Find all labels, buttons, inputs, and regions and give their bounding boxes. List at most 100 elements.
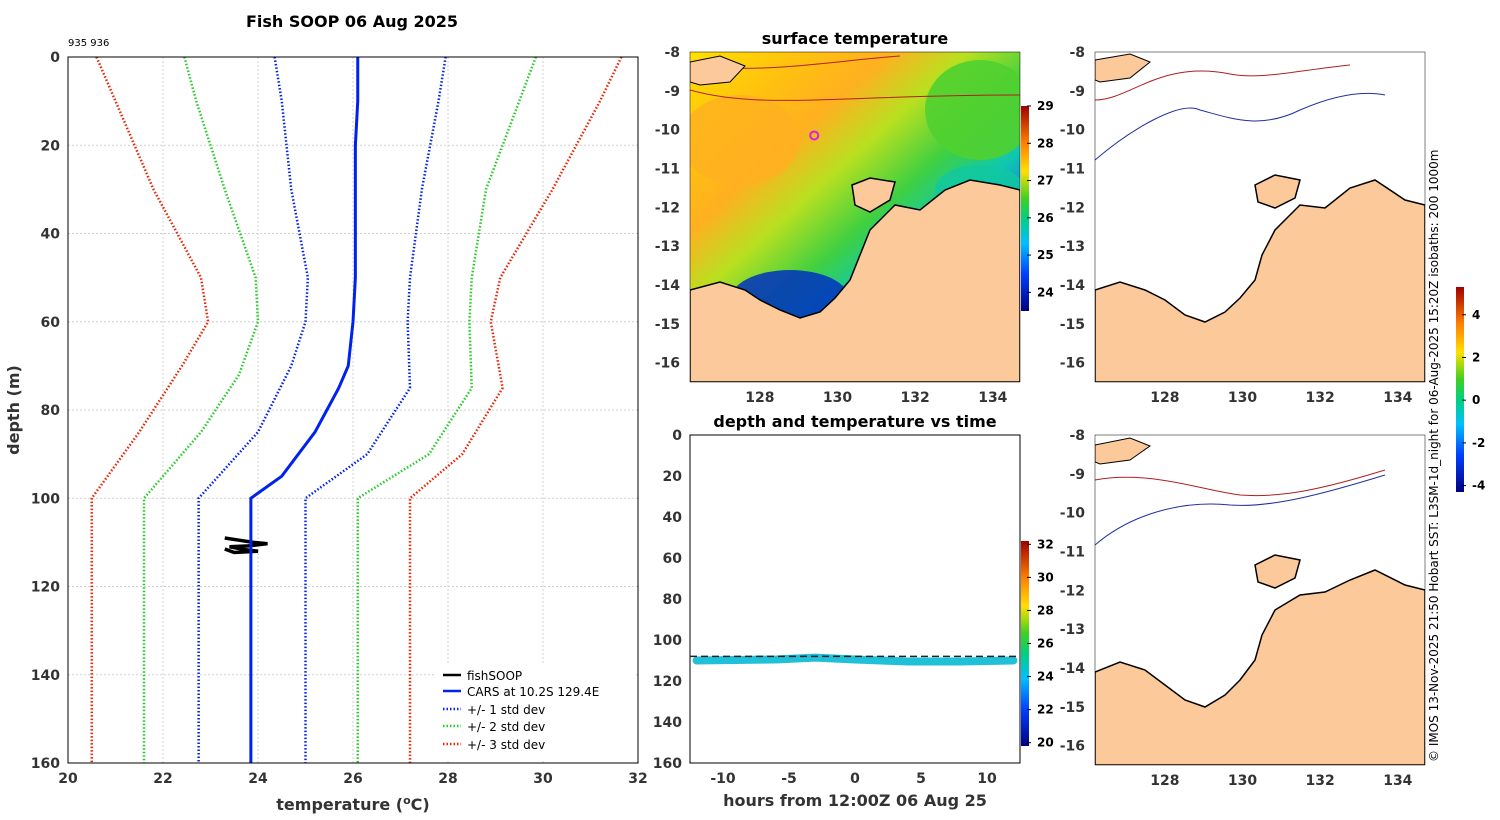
credit-text: © IMOS 13-Nov-2025 21:50 Hobart SST: L3S… (1427, 150, 1441, 762)
sst-land-island (851, 177, 896, 213)
profile-xtick: 24 (248, 771, 268, 787)
map-xtick: 134 (1383, 773, 1412, 789)
map-ytick: -11 (1060, 161, 1085, 177)
profile-ylabel: depth (m) (4, 365, 23, 455)
anomaly-bottom-land-mainland (1095, 569, 1425, 765)
anomaly-top-frame (1094, 51, 1426, 383)
map-ytick: -15 (1060, 700, 1085, 716)
colorbar-tick-label: 29 (1037, 99, 1054, 113)
anomaly-top-land-north (1095, 53, 1151, 83)
map-xtick: 130 (1228, 390, 1257, 406)
colorbar-tick-label: 22 (1037, 703, 1054, 717)
colorbar-tick-label: 26 (1037, 637, 1054, 651)
sst-map-frame (689, 51, 1021, 383)
profile-subtitle: 935 936 (68, 38, 109, 49)
map-xtick: 134 (978, 390, 1007, 406)
map-ytick: -10 (1060, 506, 1086, 522)
sst-map-panel: surface temperature 128 130 132 134 -8 -9 -10 -… (655, 29, 1054, 406)
time-title: depth and temperature vs time (713, 412, 996, 431)
profile-series-4 (90, 56, 210, 763)
profile-xtick: 30 (533, 771, 553, 787)
colorbar-tick-label: 27 (1037, 174, 1054, 188)
colorbar-tick-label: 2 (1472, 350, 1480, 364)
sst-land-north (690, 55, 746, 86)
profile-series-0 (224, 536, 268, 555)
anomaly-bottom-land-north (1095, 437, 1152, 465)
profile-ytick: 100 (31, 491, 60, 507)
profile-panel: Fish SOOP 06 Aug 2025 935 936 20 22 24 26 28… (4, 12, 648, 814)
profile-xtick: 26 (343, 771, 362, 787)
profile-axes-box (67, 56, 639, 764)
anomaly-bottom-isobath-1000 (1095, 474, 1386, 546)
anomaly-bottom-land-island (1254, 554, 1301, 589)
anomaly-bottom-isobath-200 (1095, 469, 1386, 497)
sst-green-patch (925, 60, 1020, 160)
time-ytick: 0 (672, 428, 682, 444)
anomaly-top-ticks: 128 130 132 134 -8 -9 -10 -11 -12 -13 -14 -15 -16 (1060, 45, 1413, 406)
map-ytick: -12 (1060, 200, 1085, 216)
colorbar-tick-label: 24 (1037, 285, 1054, 299)
time-depth-band (692, 653, 1018, 666)
time-axes-box (689, 434, 1021, 764)
colorbar-tick-label: 28 (1037, 136, 1054, 150)
map-xtick: 130 (823, 390, 852, 406)
profile-xtick: 28 (438, 771, 457, 787)
profile-title: Fish SOOP 06 Aug 2025 (246, 12, 458, 31)
map-ytick: -8 (664, 45, 680, 61)
time-ytick: 80 (663, 592, 683, 608)
profile-series-3 (142, 56, 260, 763)
map-xtick: 128 (1150, 390, 1179, 406)
time-panel: depth and temperature vs time -10 -5 0 5 100… (653, 412, 1054, 810)
map-xtick: 128 (1150, 773, 1179, 789)
colorbar-tick-label: 20 (1037, 736, 1054, 750)
colorbar-tick-label: 25 (1037, 248, 1054, 262)
profile-legend: fishSOOP CARS at 10.2S 129.4E +/- 1 std … (436, 664, 636, 760)
map-ytick: -16 (1060, 739, 1085, 755)
map-ytick: -10 (655, 123, 681, 139)
legend-cars: CARS at 10.2S 129.4E (467, 685, 599, 699)
map-ytick: -11 (1060, 544, 1085, 560)
time-xtick: 0 (850, 771, 860, 787)
map-ytick: -12 (1060, 583, 1085, 599)
legend-std1: +/- 1 std dev (467, 703, 545, 717)
profile-ytick: 120 (31, 580, 60, 596)
time-ytick: 140 (653, 715, 682, 731)
profile-ytick: 20 (41, 138, 61, 154)
time-xtick: -10 (710, 771, 736, 787)
profile-series (90, 56, 623, 763)
colorbar-tick-label: 28 (1037, 603, 1054, 617)
profile-ytick: 140 (31, 668, 60, 684)
colorbar-tick-label: 4 (1472, 308, 1480, 322)
anomaly-top-isobath-200 (1095, 64, 1351, 101)
anomaly-colorbar-ticks: -4 -2 0 2 4 (1462, 308, 1485, 493)
map-xtick: 128 (745, 390, 774, 406)
colorbar-tick-label: 26 (1037, 211, 1054, 225)
profile-ytick: 0 (50, 50, 60, 66)
map-ytick: -14 (1060, 661, 1086, 677)
map-ytick: -14 (1060, 278, 1086, 294)
profile-ytick: 40 (41, 227, 61, 243)
map-ytick: -11 (655, 161, 680, 177)
anomaly-colorbar (1456, 287, 1464, 492)
time-colorbar-ticks: 20 22 24 26 28 30 32 (1027, 537, 1054, 750)
legend-fishsoop: fishSOOP (467, 669, 522, 683)
sst-isobath-200 (690, 89, 1020, 101)
colorbar-tick-label: 32 (1037, 537, 1054, 551)
map-xtick: 132 (1306, 773, 1335, 789)
profile-xtick: 20 (58, 771, 78, 787)
colorbar-tick-label: -2 (1472, 436, 1485, 450)
profile-series-2 (197, 56, 310, 763)
map-ytick: -8 (1069, 428, 1085, 444)
legend-box (436, 664, 636, 760)
map-xtick: 132 (1306, 390, 1335, 406)
profile-xtick: 22 (153, 771, 172, 787)
time-xtick: 10 (977, 771, 997, 787)
sst-warm-patch (690, 95, 800, 185)
time-ytick: 120 (653, 674, 682, 690)
map-ytick: -8 (1069, 45, 1085, 61)
map-ytick: -16 (655, 356, 680, 372)
legend-std2: +/- 2 std dev (467, 720, 545, 734)
colorbar-tick-label: -4 (1472, 479, 1485, 493)
